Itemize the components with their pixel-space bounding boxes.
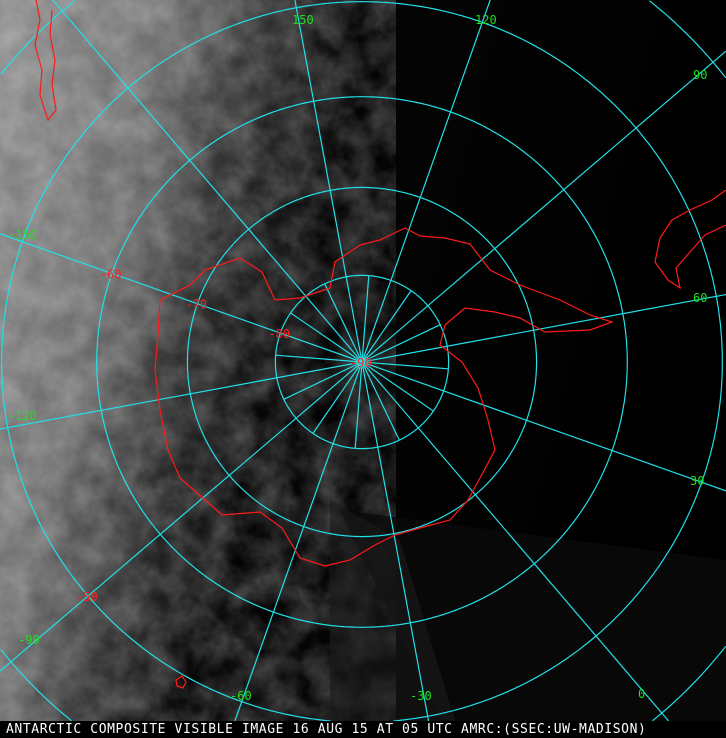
latitude-circle bbox=[0, 0, 75, 75]
new-zealand-coastline bbox=[34, 0, 57, 122]
latitude-label: -60 bbox=[100, 267, 122, 281]
latitude-circle bbox=[186, 186, 538, 538]
meridian-line bbox=[361, 0, 491, 363]
minor-meridian-line bbox=[361, 324, 441, 363]
island-coastline bbox=[175, 675, 187, 689]
image-caption: ANTARCTIC COMPOSITE VISIBLE IMAGE 16 AUG… bbox=[0, 721, 726, 738]
graticule-labels: 150 120 90 60 30 0 -30 -60 -90 -120 -150 -90 -80 -70 -… bbox=[8, 13, 707, 703]
minor-meridian-line bbox=[275, 354, 363, 363]
longitude-label: -150 bbox=[8, 228, 37, 242]
minor-meridian-line bbox=[354, 361, 363, 449]
latitude-circle bbox=[1, 1, 723, 721]
latitude-circle bbox=[393, 362, 723, 721]
longitude-label: 30 bbox=[690, 474, 704, 488]
latitude-label: -70 bbox=[185, 298, 207, 312]
antarctica-coastline bbox=[154, 227, 614, 567]
latitude-label: -90 bbox=[350, 356, 372, 370]
polar-map: 150 120 90 60 30 0 -30 -60 -90 -120 -150 -90 -80 -70 -… bbox=[0, 0, 726, 721]
longitude-label: -60 bbox=[230, 689, 252, 703]
meridian-line bbox=[361, 361, 670, 721]
meridian-line bbox=[361, 293, 726, 363]
minor-meridian-line bbox=[312, 361, 363, 434]
latitude-circle bbox=[96, 96, 628, 628]
latitude-circle bbox=[649, 0, 726, 79]
graticule bbox=[0, 0, 726, 721]
longitude-label: 60 bbox=[693, 291, 707, 305]
latitude-label: -50 bbox=[76, 590, 98, 604]
longitude-label: -120 bbox=[8, 409, 37, 423]
meridian-line bbox=[361, 361, 726, 492]
minor-meridian-line bbox=[361, 361, 400, 441]
longitude-label: -90 bbox=[18, 633, 40, 647]
longitude-label: 90 bbox=[693, 68, 707, 82]
minor-meridian-line bbox=[361, 290, 412, 363]
cloud-texture bbox=[0, 0, 360, 721]
minor-meridian-line bbox=[324, 283, 363, 363]
meridian-line bbox=[234, 361, 363, 721]
minor-meridian-line bbox=[283, 361, 363, 400]
south-america-coastline bbox=[654, 189, 726, 290]
meridian-line bbox=[0, 361, 363, 430]
coastlines bbox=[34, 0, 726, 689]
meridian-line bbox=[52, 0, 363, 363]
latitude-circle bbox=[652, 645, 726, 721]
meridian-line bbox=[0, 233, 363, 363]
latitude-circle bbox=[0, 649, 72, 721]
meridian-line bbox=[294, 0, 363, 363]
latitude-circle bbox=[274, 274, 450, 450]
minor-meridian-line bbox=[290, 312, 363, 363]
minor-meridian-line bbox=[361, 361, 434, 412]
minor-meridian-line bbox=[361, 275, 370, 363]
longitude-label: 120 bbox=[475, 13, 497, 27]
longitude-label: 150 bbox=[292, 13, 314, 27]
dark-swath bbox=[330, 500, 455, 721]
meridian-line bbox=[361, 50, 726, 363]
meridian-line bbox=[0, 361, 363, 672]
minor-meridian-line bbox=[361, 361, 449, 370]
longitude-label: 0 bbox=[638, 687, 645, 701]
latitude-label: -80 bbox=[268, 327, 290, 341]
longitude-label: -30 bbox=[410, 689, 432, 703]
meridian-line bbox=[361, 361, 430, 721]
